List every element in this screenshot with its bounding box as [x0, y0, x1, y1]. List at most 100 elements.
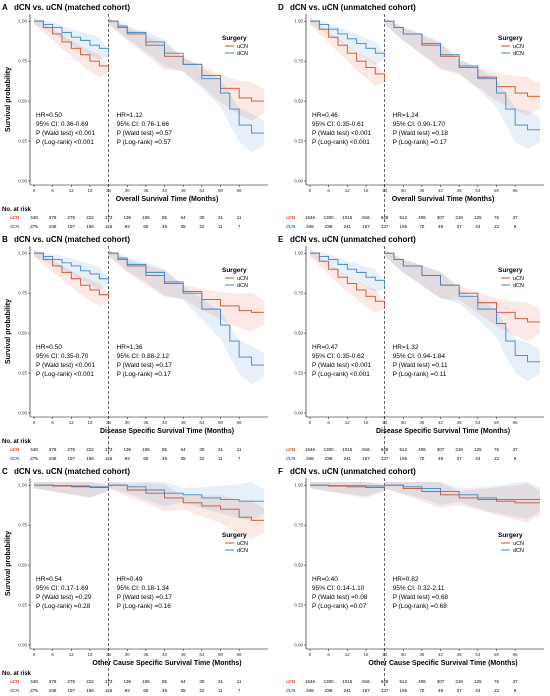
risk-cell: 11 — [237, 679, 242, 684]
risk-cell: 49 — [438, 456, 444, 461]
risk-cell: 236 — [49, 224, 57, 229]
risk-cell: 136 — [123, 447, 131, 452]
risk-cell: 1300 — [324, 679, 335, 684]
risk-cell: 298 — [325, 224, 333, 229]
risk-cell: 76 — [494, 215, 500, 220]
risk-cell: 241 — [344, 456, 352, 461]
risk-cell: 12 — [494, 688, 500, 693]
x-tick-label: 48 — [457, 188, 463, 193]
risk-cell: 24 — [475, 688, 481, 693]
x-tick-label: 66 — [513, 420, 519, 425]
stats-right-line: P (Log-rank) =0.57 — [117, 139, 172, 146]
risk-cell: 64 — [181, 447, 187, 452]
stats-right-line: HR=1.24 — [393, 112, 419, 119]
risk-table-title: No. at risk — [2, 439, 32, 445]
panel-letter: C — [2, 467, 8, 476]
risk-cell: 222 — [86, 215, 94, 220]
x-tick-label: 6 — [327, 188, 330, 193]
risk-cell: 35 — [181, 224, 187, 229]
x-tick-label: 66 — [237, 188, 243, 193]
risk-cell: 275 — [30, 224, 38, 229]
risk-cell: 275 — [30, 688, 38, 693]
x-tick-label: 54 — [475, 420, 481, 425]
legend-label: dCN — [237, 283, 248, 289]
x-tick-label: 36 — [143, 652, 149, 657]
x-tick-label: 6 — [51, 420, 54, 425]
stats-right-line: 95% CI: 0.18-1.34 — [117, 585, 170, 592]
ci-ribbon-dcn — [310, 18, 385, 65]
risk-cell: 236 — [49, 688, 57, 693]
risk-cell: 118 — [105, 224, 113, 229]
risk-cell: 187 — [362, 688, 370, 693]
risk-cell: 136 — [123, 679, 131, 684]
stats-left-line: P (Wald test) <0.001 — [312, 362, 371, 369]
risk-cell: 37 — [513, 679, 519, 684]
survival-curve-ucn — [108, 484, 264, 521]
risk-cell: 22 — [199, 688, 205, 693]
stats-right-line: P (Log-rank) =0.17 — [393, 139, 448, 146]
x-tick-label: 0 — [33, 188, 36, 193]
risk-cell: 7 — [238, 224, 241, 229]
x-tick-label: 60 — [218, 188, 224, 193]
risk-table-title: No. at risk — [2, 671, 32, 677]
risk-cell: 816 — [362, 679, 370, 684]
ci-ribbon-dcn — [108, 482, 264, 521]
risk-cell: 197 — [68, 688, 76, 693]
stats-right-line: P (Wald test) =0.57 — [117, 130, 173, 137]
legend-label: dCN — [237, 548, 248, 554]
risk-cell: 307 — [437, 215, 445, 220]
risk-cell: 75 — [419, 688, 425, 693]
risk-cell: 275 — [68, 679, 76, 684]
risk-cell: 187 — [362, 456, 370, 461]
stats-right-line: P (Wald test) =0.17 — [117, 594, 173, 601]
stats-left-line: HR=0.54 — [36, 576, 62, 583]
risk-cell: 298 — [325, 456, 333, 461]
risk-cell: 137 — [381, 456, 389, 461]
stats-right-line: P (Log-rank) =0.68 — [393, 603, 448, 610]
y-tick-label: 0.25 — [18, 371, 27, 376]
risk-cell: 37 — [457, 456, 463, 461]
stats-left-line: 95% CI: 0.14-1.10 — [312, 585, 365, 592]
risk-cell: 8 — [514, 456, 517, 461]
risk-cell: 37 — [513, 447, 519, 452]
stats-right-line: HR=0.49 — [117, 576, 143, 583]
y-tick-label: 0.75 — [294, 523, 303, 528]
risk-cell: 75 — [419, 456, 425, 461]
risk-cell: 125 — [474, 447, 482, 452]
x-tick-label: 42 — [162, 652, 168, 657]
stats-right-line: 95% CI: 0.88-2.12 — [117, 353, 170, 360]
y-tick-label: 1.00 — [18, 483, 27, 488]
risk-cell: 1546 — [305, 679, 316, 684]
panel-letter: D — [278, 3, 284, 12]
x-tick-label: 12 — [345, 188, 351, 193]
risk-cell: 241 — [344, 688, 352, 693]
y-tick-label: 0.50 — [294, 99, 303, 104]
risk-cell: 646 — [381, 447, 389, 452]
stats-right-line: 95% CI: 0.76-1.66 — [117, 121, 170, 128]
risk-row-label: uCN — [10, 679, 19, 684]
risk-cell: 1300 — [324, 215, 335, 220]
stats-right-line: HR=1.12 — [117, 112, 143, 119]
risk-cell: 24 — [475, 224, 481, 229]
risk-cell: 346 — [306, 688, 314, 693]
survival-curve-dcn — [34, 484, 110, 488]
x-tick-label: 0 — [33, 652, 36, 657]
y-tick-label: 0.75 — [18, 523, 27, 528]
stats-right-line: 95% CI: 0.90-1.70 — [393, 121, 446, 128]
stats-left-line: P (Log-rank) <0.001 — [36, 371, 94, 378]
x-tick-label: 48 — [181, 188, 187, 193]
risk-cell: 118 — [105, 688, 113, 693]
risk-cell: 118 — [105, 456, 113, 461]
stats-left-line: 95% CI: 0.35-0.62 — [312, 353, 365, 360]
risk-cell: 109 — [142, 679, 150, 684]
legend-label: uCN — [513, 44, 524, 50]
risk-cell: 448 — [30, 679, 38, 684]
survival-curve-ucn — [310, 252, 386, 306]
x-tick-label: 66 — [237, 652, 243, 657]
panel-title: dCN vs. uCN (matched cohort) — [14, 3, 130, 12]
